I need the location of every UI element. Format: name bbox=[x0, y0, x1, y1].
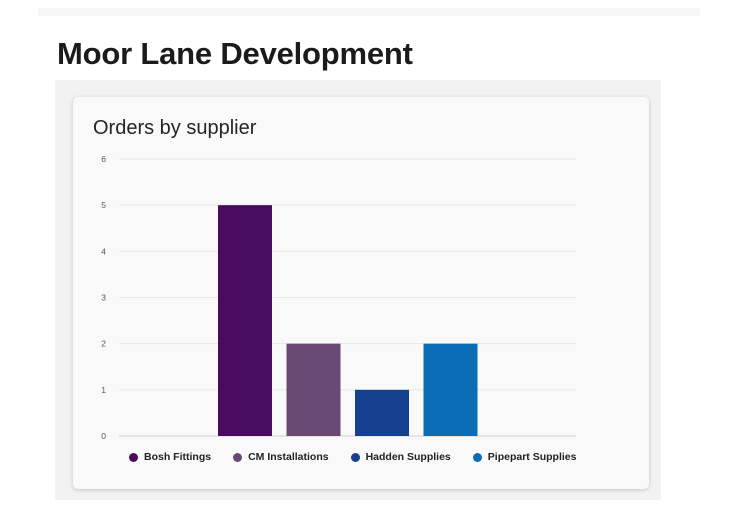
legend-item[interactable]: Pipepart Supplies bbox=[472, 451, 577, 463]
bar[interactable] bbox=[286, 343, 341, 436]
bar[interactable] bbox=[423, 343, 478, 436]
chart-legend: Bosh Fittings CM Installations Hadden Supp… bbox=[129, 451, 576, 463]
legend-swatch bbox=[350, 452, 360, 462]
y-tick-label: 3 bbox=[101, 293, 106, 303]
legend-item[interactable]: CM Installations bbox=[233, 451, 329, 463]
legend-swatch bbox=[233, 452, 243, 462]
legend-label: Pipepart Supplies bbox=[487, 451, 577, 463]
bar[interactable] bbox=[218, 205, 272, 436]
legend-label: CM Installations bbox=[248, 451, 329, 463]
legend-swatch bbox=[472, 452, 482, 462]
chart-title: Orders by supplier bbox=[93, 117, 257, 139]
bar-chart: 0 1 2 3 4 5 6 bbox=[101, 154, 576, 441]
y-tick-label: 0 bbox=[101, 431, 106, 441]
y-tick-label: 2 bbox=[101, 339, 106, 349]
legend-label: Hadden Supplies bbox=[365, 451, 451, 463]
legend-item[interactable]: Bosh Fittings bbox=[129, 451, 211, 463]
chart-card: Orders by supplier 0 1 2 3 4 5 6 Bosh Fittings… bbox=[73, 97, 649, 489]
y-tick-label: 5 bbox=[101, 200, 106, 210]
y-tick-label: 6 bbox=[101, 154, 106, 164]
y-tick-label: 4 bbox=[101, 246, 106, 256]
y-tick-label: 1 bbox=[101, 385, 106, 395]
bar[interactable] bbox=[355, 389, 409, 436]
legend-item[interactable]: Hadden Supplies bbox=[350, 451, 451, 463]
legend-swatch bbox=[129, 452, 138, 462]
top-strip bbox=[38, 8, 700, 16]
legend-label: Bosh Fittings bbox=[144, 451, 212, 463]
page-title: Moor Lane Development bbox=[57, 36, 413, 71]
